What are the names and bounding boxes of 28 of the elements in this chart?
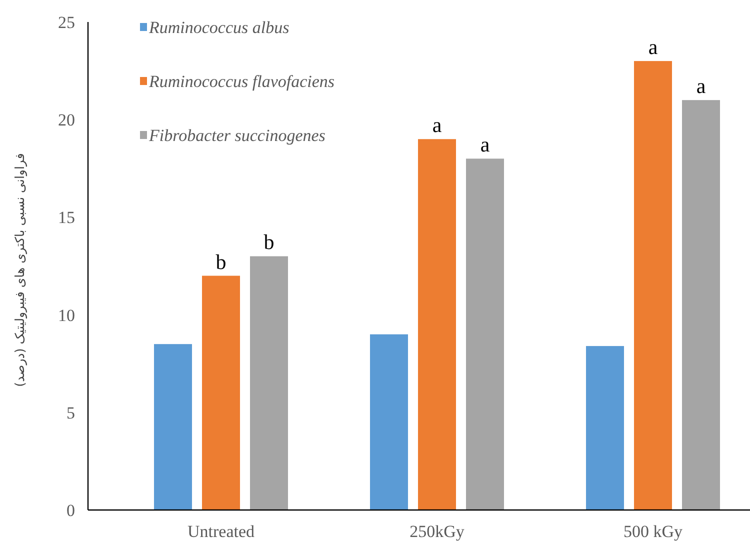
bar [418,139,456,510]
x-tick-label: Untreated [187,522,256,541]
y-tick-label: 0 [66,501,75,520]
x-tick-label: 500 kGy [623,522,684,541]
annotation: a [696,74,706,98]
y-tick-label: 15 [58,208,75,228]
annotation: a [648,35,658,60]
annotation: a [432,113,442,138]
y-tick-label: 25 [58,13,75,32]
bar [154,344,192,510]
y-axis-title: فراوانی نسبی باکتری های فیبرولیتیک (درصد) [12,153,28,387]
bar [682,100,720,510]
legend-label: Ruminococcus albus [148,18,290,37]
annotation: a [480,132,490,157]
legend-label: Ruminococcus flavofaciens [148,72,335,91]
bar [466,158,504,510]
y-tick-label: 10 [58,306,75,325]
bar [370,334,408,510]
annotation: b [264,230,274,254]
annotation: b [216,250,226,274]
bar [634,61,672,510]
y-tick-label: 5 [66,403,75,422]
bar [250,256,288,510]
legend-label: Fibrobacter succinogenes [148,126,326,145]
bar [202,276,240,510]
x-tick-label: 250kGy [410,522,465,541]
bar [586,346,624,510]
y-tick-label: 20 [58,110,75,130]
